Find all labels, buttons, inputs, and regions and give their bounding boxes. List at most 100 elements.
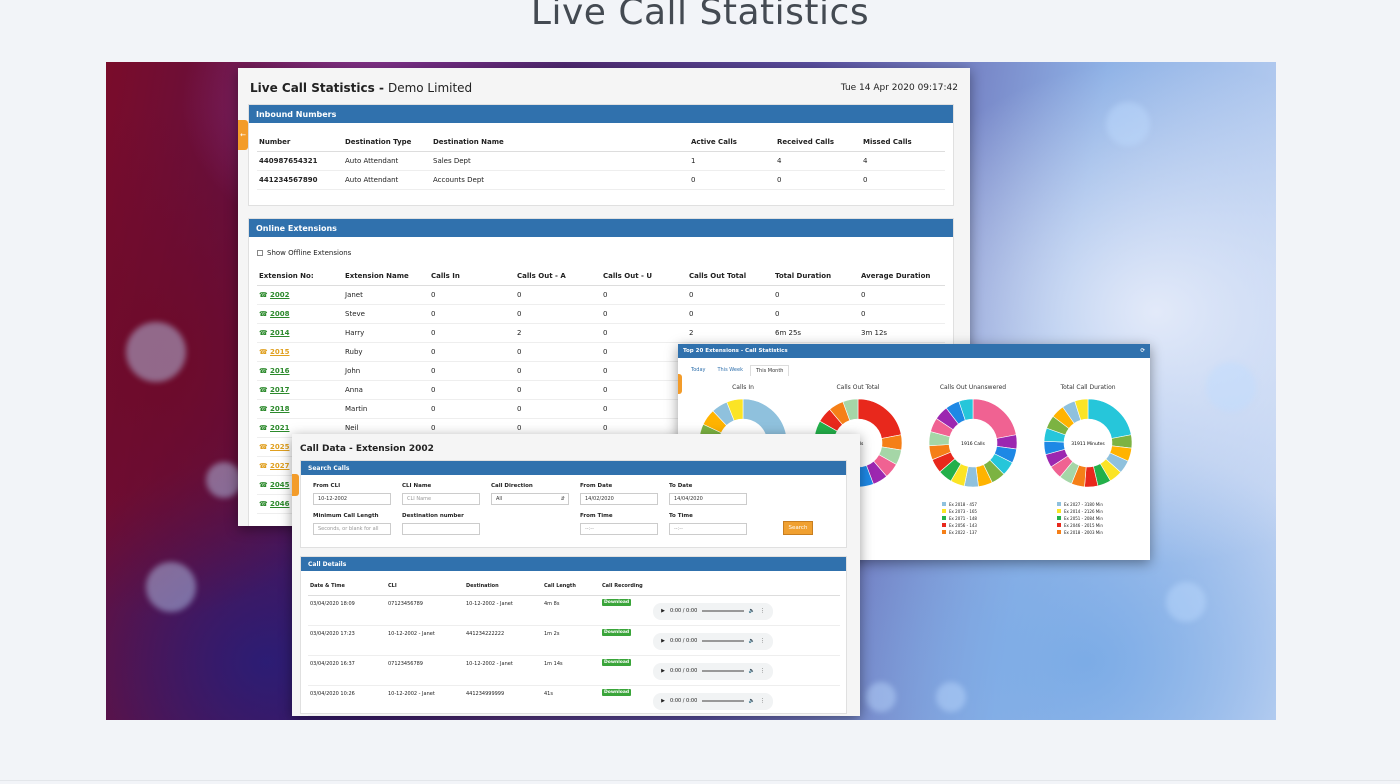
audio-seekbar[interactable]: [702, 610, 744, 612]
company-name: Demo Limited: [387, 81, 473, 95]
cli-name-input[interactable]: CLI Name: [402, 493, 480, 505]
table-cell: 0: [601, 361, 687, 381]
extension-cell: ☎ 2017: [257, 380, 343, 400]
legend-item: Ex 2027 - 3180 Min: [1057, 501, 1147, 508]
to-time-input[interactable]: --:--: [669, 523, 747, 535]
refresh-icon[interactable]: ⟳: [1140, 348, 1145, 354]
table-cell: Sales Dept: [431, 151, 689, 171]
download-button[interactable]: Download: [602, 628, 632, 636]
donut-legend: Ex 2027 - 3180 Min Ex 2014 - 2126 Min Ex 2…: [1029, 501, 1147, 536]
table-cell: Auto Attendant: [343, 151, 431, 171]
tab-this-month[interactable]: This Month: [749, 365, 790, 376]
legend-label: Ex 2022 - 137: [949, 530, 977, 535]
volume-icon[interactable]: 🔈: [748, 698, 756, 704]
from-cli-label: From CLI: [313, 483, 341, 489]
extension-link[interactable]: 2045: [270, 480, 290, 489]
more-options-icon[interactable]: ⋮: [760, 698, 766, 704]
call-direction-select[interactable]: All ⇵: [491, 493, 569, 505]
destination-number-input[interactable]: [402, 523, 480, 535]
panel-heading: Call Details: [301, 557, 846, 571]
screenshot-showcase: Live Call Statistics - Demo Limited Tue …: [106, 62, 1276, 720]
extension-link[interactable]: 2002: [270, 290, 290, 299]
donut-slice: [1074, 398, 1089, 421]
collapse-tab[interactable]: ←: [238, 120, 248, 150]
play-icon[interactable]: ▶: [661, 668, 665, 674]
min-call-length-input[interactable]: Seconds, or blank for all: [313, 523, 391, 535]
extension-link[interactable]: 2021: [270, 423, 290, 432]
table-row: 03/04/2020 18:09 07123456789 10-12-2002 - …: [308, 595, 840, 626]
extension-cell: ☎ 2008: [257, 304, 343, 324]
volume-icon[interactable]: 🔈: [748, 608, 756, 614]
play-icon[interactable]: ▶: [661, 608, 665, 614]
tab-today[interactable]: Today: [691, 367, 706, 373]
table-cell: 0: [601, 323, 687, 343]
more-options-icon[interactable]: ⋮: [760, 608, 766, 614]
inbound-table: Number Destination Type Destination Name Ac…: [257, 133, 945, 190]
play-icon[interactable]: ▶: [661, 698, 665, 704]
play-icon[interactable]: ▶: [661, 638, 665, 644]
table-row: 03/04/2020 16:37 07123456789 10-12-2002 - …: [308, 655, 840, 686]
extension-link[interactable]: 2016: [270, 366, 290, 375]
extension-name: Janet: [343, 285, 429, 305]
legend-label: Ex 2018 - 2003 Min: [1064, 530, 1103, 535]
more-options-icon[interactable]: ⋮: [760, 668, 766, 674]
column-header: Call Length: [542, 577, 600, 596]
audio-player[interactable]: ▶ 0:00 / 0:00 🔈 ⋮: [653, 662, 774, 680]
tab-this-week[interactable]: This Week: [717, 367, 743, 373]
extension-link[interactable]: 2027: [270, 461, 290, 470]
extension-link[interactable]: 2018: [270, 404, 290, 413]
download-button[interactable]: Download: [602, 598, 632, 606]
extension-link[interactable]: 2014: [270, 328, 290, 337]
recording-cell: Download ▶ 0:00 / 0:00 🔈 ⋮: [600, 655, 840, 686]
legend-label: Ex 2071 - 148: [949, 516, 977, 521]
table-cell: 4: [775, 151, 861, 171]
legend-swatch: [1057, 509, 1061, 513]
extension-link[interactable]: 2025: [270, 442, 290, 451]
legend-item: Ex 2046 - 2015 Min: [1057, 522, 1147, 529]
from-date-input[interactable]: 14/02/2020: [580, 493, 658, 505]
table-cell: 6m 25s: [773, 323, 859, 343]
volume-icon[interactable]: 🔈: [748, 638, 756, 644]
phone-icon: ☎: [259, 480, 268, 489]
extension-link[interactable]: 2015: [270, 347, 290, 356]
legend-swatch: [1057, 516, 1061, 520]
download-button[interactable]: Download: [602, 688, 632, 696]
phone-icon: ☎: [259, 347, 268, 356]
recording-cell: Download ▶ 0:00 / 0:00 🔈 ⋮: [600, 685, 840, 716]
checkbox[interactable]: [257, 250, 263, 256]
table-cell: 0: [515, 399, 601, 419]
download-button[interactable]: Download: [602, 658, 632, 666]
extension-link[interactable]: 2008: [270, 309, 290, 318]
audio-seekbar[interactable]: [702, 640, 744, 642]
legend-label: Ex 2051 - 2084 Min: [1064, 516, 1103, 521]
table-cell: 03/04/2020 10:26: [308, 685, 386, 716]
donut-slice: [958, 398, 974, 421]
more-options-icon[interactable]: ⋮: [760, 638, 766, 644]
audio-time: 0:00 / 0:00: [669, 638, 698, 644]
from-cli-input[interactable]: 10-12-2002: [313, 493, 391, 505]
from-time-label: From Time: [580, 513, 613, 519]
audio-player[interactable]: ▶ 0:00 / 0:00 🔈 ⋮: [653, 692, 774, 710]
phone-icon: ☎: [259, 423, 268, 432]
donut-legend: Ex 2018 - 457 Ex 2073 - 165 Ex 2071 - 148 E…: [914, 501, 1032, 536]
search-button[interactable]: Search: [783, 521, 813, 535]
audio-seekbar[interactable]: [702, 670, 744, 672]
cli-name-label: CLI Name: [402, 483, 432, 489]
show-offline-toggle[interactable]: Show Offline Extensions: [257, 249, 351, 257]
search-calls-panel: Search Calls From CLI 10-12-2002 CLI Nam…: [300, 460, 847, 548]
table-cell: 441234222222: [464, 625, 542, 656]
table-cell: 03/04/2020 17:23: [308, 625, 386, 656]
extension-link[interactable]: 2017: [270, 385, 290, 394]
audio-player[interactable]: ▶ 0:00 / 0:00 🔈 ⋮: [653, 632, 774, 650]
table-cell: 440987654321: [257, 151, 343, 171]
volume-icon[interactable]: 🔈: [748, 668, 756, 674]
collapse-tab[interactable]: [292, 474, 299, 496]
audio-player[interactable]: ▶ 0:00 / 0:00 🔈 ⋮: [653, 602, 774, 620]
from-time-input[interactable]: --:--: [580, 523, 658, 535]
call-data-title: Call Data - Extension 2002: [300, 444, 434, 454]
to-date-input[interactable]: 14/04/2020: [669, 493, 747, 505]
extension-link[interactable]: 2046: [270, 499, 290, 508]
collapse-tab[interactable]: [678, 374, 682, 394]
column-header: Missed Calls: [861, 133, 945, 152]
audio-seekbar[interactable]: [702, 700, 744, 702]
